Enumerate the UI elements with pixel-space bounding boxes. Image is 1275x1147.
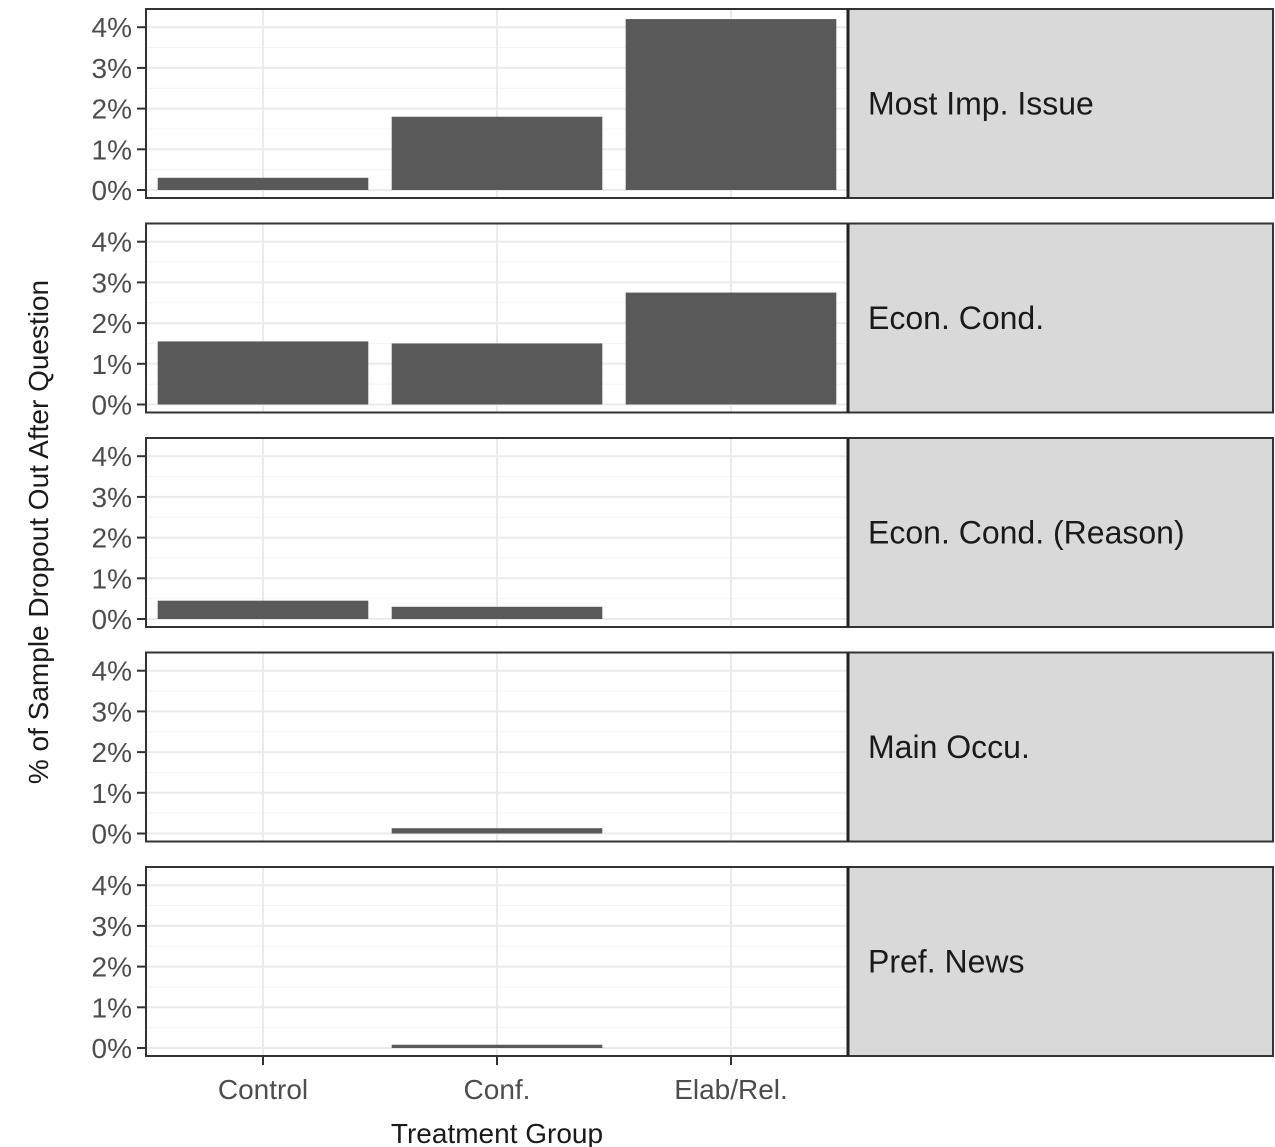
y-tick-label: 0%: [92, 175, 132, 206]
bar: [391, 606, 603, 619]
facet-strip: [847, 437, 1274, 628]
facet-label: Econ. Cond.: [868, 300, 1044, 336]
y-tick-label: 4%: [92, 12, 132, 43]
facet-label: Main Occu.: [868, 729, 1030, 765]
y-tick-label: 3%: [92, 53, 132, 84]
y-tick-label: 1%: [92, 992, 132, 1023]
facet-strip: [847, 8, 1274, 199]
bar: [625, 292, 837, 405]
x-tick-label: Conf.: [464, 1074, 531, 1105]
y-tick-label: 3%: [92, 696, 132, 727]
y-tick-label: 0%: [92, 1033, 132, 1064]
y-tick-label: 1%: [92, 778, 132, 809]
facet-strip: [847, 651, 1274, 843]
bar: [391, 828, 603, 834]
bar: [391, 116, 603, 190]
x-tick-label: Control: [218, 1074, 308, 1105]
bar: [391, 343, 603, 405]
y-tick-label: 0%: [92, 819, 132, 850]
y-tick-label: 2%: [92, 94, 132, 125]
bar: [625, 19, 837, 191]
y-tick-label: 2%: [92, 308, 132, 339]
y-tick-label: 4%: [92, 441, 132, 472]
y-tick-label: 1%: [92, 349, 132, 380]
y-axis-title: % of Sample Dropout Out After Question: [23, 280, 54, 784]
bar: [157, 177, 369, 190]
y-tick-label: 0%: [92, 390, 132, 421]
bar: [391, 1044, 603, 1048]
y-tick-label: 3%: [92, 911, 132, 942]
facet-label: Econ. Cond. (Reason): [868, 515, 1185, 551]
y-tick-label: 3%: [92, 267, 132, 298]
y-tick-label: 0%: [92, 604, 132, 635]
bar: [157, 341, 369, 405]
facet-strip: [847, 222, 1274, 414]
y-tick-label: 3%: [92, 482, 132, 513]
x-tick-label: Elab/Rel.: [674, 1074, 788, 1105]
y-tick-label: 1%: [92, 134, 132, 165]
bar: [157, 600, 369, 619]
y-tick-label: 1%: [92, 563, 132, 594]
y-tick-label: 4%: [92, 870, 132, 901]
y-tick-label: 2%: [92, 523, 132, 554]
facet-label: Most Imp. Issue: [868, 86, 1094, 122]
y-tick-label: 2%: [92, 952, 132, 983]
facet-label: Pref. News: [868, 944, 1024, 980]
y-tick-label: 4%: [92, 656, 132, 687]
facet-strip: [847, 866, 1274, 1057]
y-tick-label: 2%: [92, 737, 132, 768]
x-axis-title: Treatment Group: [391, 1118, 603, 1147]
y-tick-label: 4%: [92, 227, 132, 258]
